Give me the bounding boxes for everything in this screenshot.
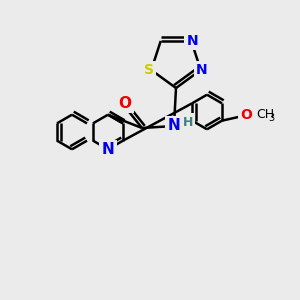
Text: S: S (144, 63, 154, 77)
Text: N: N (102, 142, 114, 157)
Text: N: N (196, 63, 208, 77)
Text: CH: CH (256, 108, 274, 121)
Text: O: O (240, 108, 252, 122)
Text: 3: 3 (268, 112, 274, 123)
Text: N: N (168, 118, 180, 134)
Text: N: N (187, 34, 198, 48)
Text: O: O (118, 95, 131, 110)
Text: H: H (183, 116, 193, 128)
